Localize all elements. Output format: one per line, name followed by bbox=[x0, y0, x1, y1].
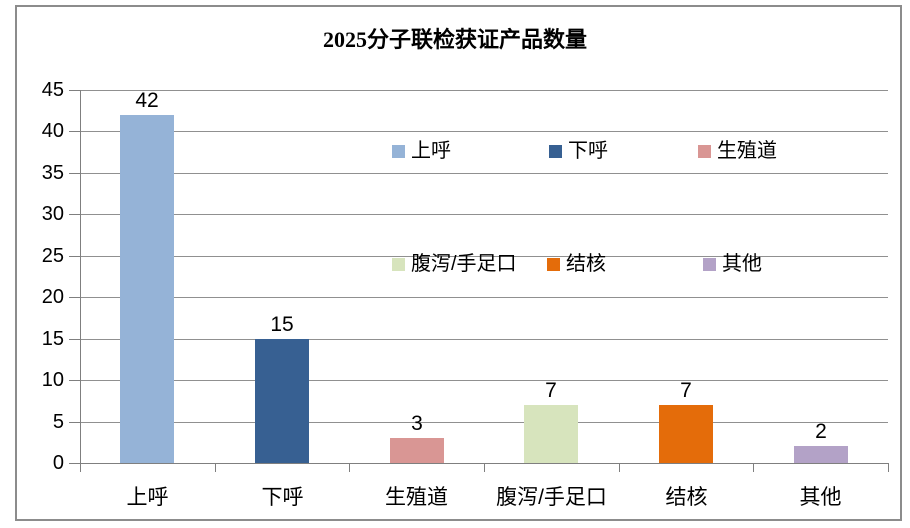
gridline bbox=[80, 131, 888, 132]
legend-item: 上呼 bbox=[392, 139, 451, 163]
legend-item: 下呼 bbox=[549, 139, 608, 163]
gridline bbox=[80, 214, 888, 215]
y-tick-label: 20 bbox=[41, 286, 64, 308]
legend-label: 腹泻/手足口 bbox=[411, 253, 517, 275]
y-tick-label: 0 bbox=[52, 452, 64, 474]
x-axis-tick bbox=[349, 463, 350, 472]
x-tick-label: 上呼 bbox=[126, 486, 169, 509]
x-tick-label: 结核 bbox=[665, 486, 708, 509]
x-tick-label: 腹泻/手足口 bbox=[496, 486, 607, 509]
bar-value-label: 3 bbox=[411, 412, 423, 435]
y-axis-tick bbox=[69, 380, 80, 381]
y-tick-label: 30 bbox=[41, 203, 64, 225]
y-tick-label: 10 bbox=[41, 369, 64, 391]
bar-3 bbox=[390, 438, 444, 463]
legend-label: 下呼 bbox=[568, 140, 608, 162]
y-tick-label: 5 bbox=[52, 411, 64, 433]
x-axis-tick bbox=[484, 463, 485, 472]
bar-value-label: 15 bbox=[270, 313, 294, 336]
legend-swatch-icon bbox=[703, 257, 716, 271]
y-tick-label: 25 bbox=[41, 245, 64, 267]
legend-label: 结核 bbox=[566, 253, 606, 275]
x-axis-tick bbox=[888, 463, 889, 472]
y-axis-tick bbox=[69, 90, 80, 91]
y-axis-tick bbox=[69, 131, 80, 132]
gridline bbox=[80, 90, 888, 91]
y-axis-tick bbox=[69, 463, 80, 464]
bar-5 bbox=[659, 405, 713, 463]
gridline bbox=[80, 380, 888, 381]
legend-label: 上呼 bbox=[411, 140, 451, 162]
x-axis-tick bbox=[619, 463, 620, 472]
x-tick-label: 下呼 bbox=[261, 486, 304, 509]
y-tick-label: 35 bbox=[41, 162, 64, 184]
bar-value-label: 42 bbox=[135, 89, 159, 112]
y-tick-label: 45 bbox=[41, 79, 64, 101]
bar-value-label: 7 bbox=[545, 379, 557, 402]
legend-swatch-icon bbox=[392, 257, 405, 271]
legend-item: 其他 bbox=[703, 252, 762, 276]
y-axis-tick bbox=[69, 256, 80, 257]
legend-swatch-icon bbox=[549, 144, 562, 158]
bar-4 bbox=[524, 405, 578, 463]
x-tick-label: 生殖道 bbox=[385, 486, 448, 509]
y-axis-tick bbox=[69, 173, 80, 174]
x-axis-tick bbox=[215, 463, 216, 472]
x-tick-label: 其他 bbox=[799, 486, 842, 509]
legend-item: 结核 bbox=[547, 252, 606, 276]
gridline bbox=[80, 422, 888, 423]
legend-swatch-icon bbox=[547, 257, 560, 271]
y-axis-tick bbox=[69, 297, 80, 298]
legend-swatch-icon bbox=[698, 144, 711, 158]
legend-swatch-icon bbox=[392, 144, 405, 158]
gridline bbox=[80, 256, 888, 257]
legend-item: 腹泻/手足口 bbox=[392, 252, 517, 276]
chart-title: 2025分子联检获证产品数量 bbox=[322, 27, 587, 52]
legend-label: 生殖道 bbox=[717, 140, 777, 162]
bar-6 bbox=[794, 446, 848, 463]
y-tick-label: 15 bbox=[41, 328, 64, 350]
y-axis-line bbox=[80, 90, 81, 463]
gridline bbox=[80, 339, 888, 340]
bar-2 bbox=[255, 339, 309, 463]
y-tick-label: 40 bbox=[41, 120, 64, 142]
legend-label: 其他 bbox=[722, 253, 762, 275]
y-axis-tick bbox=[69, 214, 80, 215]
x-axis-tick bbox=[753, 463, 754, 472]
bar-value-label: 2 bbox=[815, 420, 827, 443]
gridline bbox=[80, 297, 888, 298]
legend-item: 生殖道 bbox=[698, 139, 777, 163]
x-axis-tick bbox=[80, 463, 81, 472]
y-axis-tick bbox=[69, 422, 80, 423]
bar-value-label: 7 bbox=[680, 379, 692, 402]
y-axis-tick bbox=[69, 339, 80, 340]
bar-1 bbox=[120, 115, 174, 463]
gridline bbox=[80, 173, 888, 174]
